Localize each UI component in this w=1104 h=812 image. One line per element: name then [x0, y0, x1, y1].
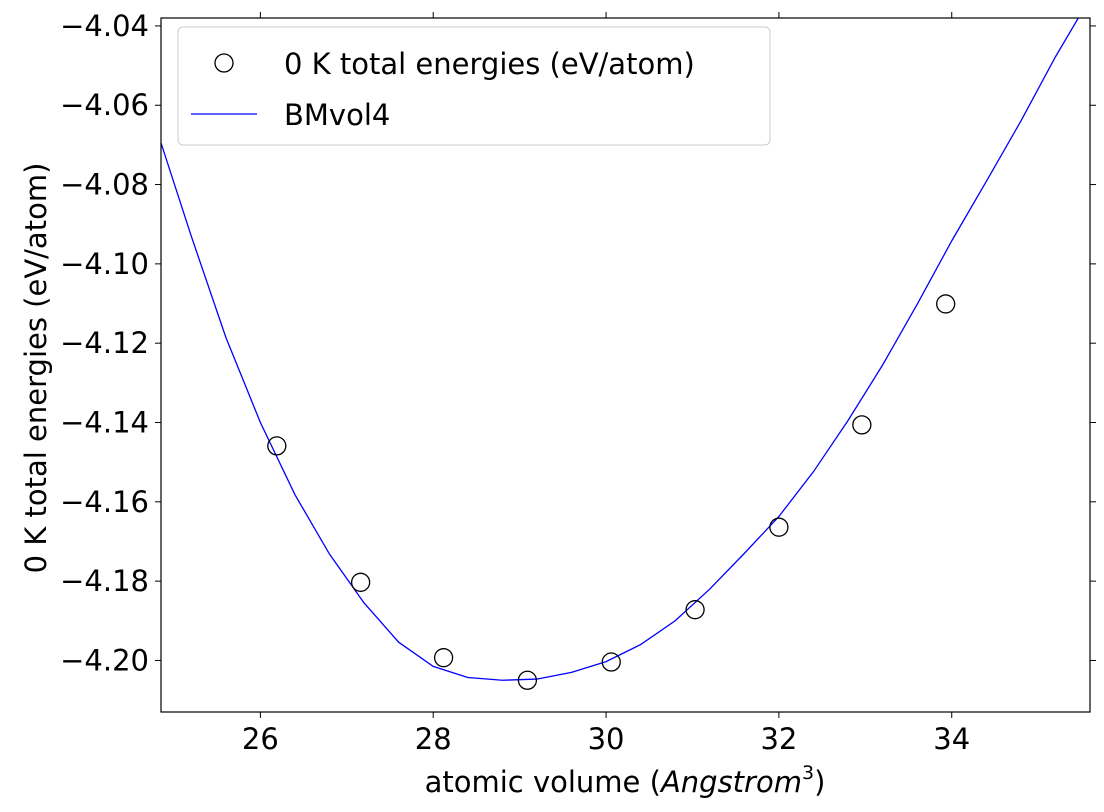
- y-tick-label: −4.14: [60, 406, 149, 440]
- data-point: [936, 294, 956, 314]
- y-tick-label: −4.10: [60, 247, 149, 281]
- y-tick-label: −4.08: [60, 168, 149, 202]
- y-tick-label: −4.20: [60, 643, 149, 677]
- data-point: [769, 517, 789, 537]
- x-tick-label: 30: [588, 722, 625, 756]
- x-tick-label: 32: [760, 722, 797, 756]
- data-point: [267, 436, 287, 456]
- legend-label-energies: 0 K total energies (eV/atom): [284, 47, 695, 81]
- series-line-bmvol4: [161, 18, 1080, 681]
- x-axis-label-prefix: atomic volume (: [425, 765, 661, 799]
- data-point: [433, 648, 454, 668]
- legend: 0 K total energies (eV/atom) BMvol4: [177, 26, 771, 146]
- x-axis-label-exponent: 3: [802, 762, 814, 784]
- legend-marker-open-circle: [214, 53, 234, 73]
- plot-frame: [160, 17, 1091, 713]
- y-axis-label: 0 K total energies (eV/atom): [19, 163, 53, 574]
- data-point: [517, 670, 538, 690]
- y-tick-label: −4.04: [60, 9, 149, 43]
- y-tick-label: −4.12: [60, 326, 149, 360]
- y-tick-label: −4.16: [60, 485, 149, 519]
- x-axis-label: atomic volume (Angstrom3): [425, 762, 826, 799]
- axis-ticks: 26 28 30 32 34 −4.20 −4.18 −4.16 −4.14 −4.12 −4.10…: [60, 9, 1096, 756]
- x-tick-label: 28: [415, 722, 452, 756]
- x-tick-label: 34: [933, 722, 970, 756]
- data-point: [350, 572, 371, 592]
- data-point: [601, 652, 621, 672]
- y-tick-label: −4.06: [60, 88, 149, 122]
- y-tick-label: −4.18: [60, 564, 149, 598]
- legend-box: [177, 26, 771, 146]
- legend-label-bmvol4: BMvol4: [284, 98, 390, 132]
- data-point: [685, 600, 705, 620]
- x-axis-label-suffix: ): [814, 765, 825, 799]
- plot-area: [161, 18, 1080, 690]
- x-axis-label-unit: Angstrom: [659, 765, 802, 799]
- data-point: [852, 415, 872, 435]
- x-tick-label: 26: [242, 722, 279, 756]
